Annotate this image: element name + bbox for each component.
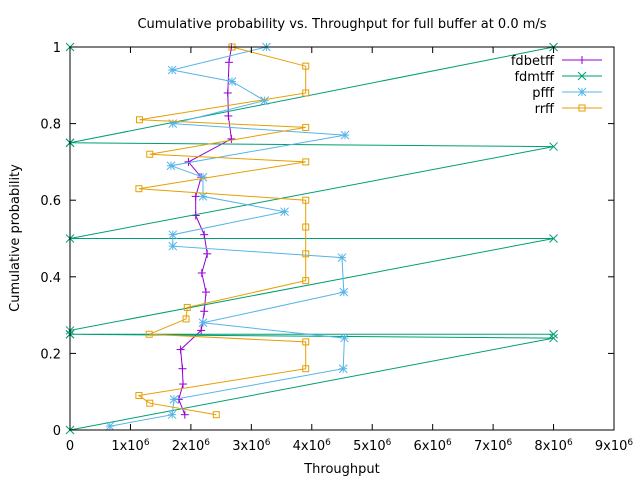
y-axis-title: Cumulative probability [8,164,23,312]
data-point-pfff [340,130,350,140]
x-tick-label: 2x106 [172,438,211,454]
data-point-fdbetff [200,230,209,239]
data-point-pfff [227,77,237,86]
data-point-rrff [212,411,220,419]
x-tick-label: 1x106 [111,438,150,454]
data-point-rrff [302,338,310,346]
data-point-fdmtff [549,333,558,343]
legend-item-fdmtff: fdmtff [514,70,602,85]
data-point-pfff [168,241,178,251]
legend-marker [577,71,587,81]
data-point-rrff [302,223,310,231]
data-point-pfff [198,318,208,328]
x-tick-label: 3x106 [232,438,271,454]
series-line-pfff [109,46,346,427]
data-point-fdmtff [549,234,558,243]
data-point-pfff [339,287,349,297]
data-point-pfff [169,395,179,404]
data-point-fdbetff [223,88,232,97]
x-tick-label: 4x106 [293,438,332,454]
x-tick-label: 6x106 [414,438,453,454]
x-tick-label: 8x106 [534,438,573,454]
data-point-rrff [135,392,143,400]
data-point-pfff [167,410,177,420]
data-point-rrff [146,150,154,158]
data-point-fdbetff [203,249,212,258]
data-point-rrff [146,399,154,407]
data-point-fdbetff [179,380,188,389]
data-point-pfff [338,364,348,374]
data-point-pfff [168,230,178,240]
data-point-fdbetff [180,410,189,419]
legend-marker [577,87,587,97]
data-point-rrff [136,116,144,124]
data-point-fdbetff [178,364,187,373]
y-tick-label: 0.8 [40,118,61,133]
data-point-fdbetff [200,307,209,316]
data-point-pfff [340,333,349,343]
data-point-fdbetff [191,192,200,201]
legend-label: fdmtff [514,70,555,85]
data-point-fdbetff [197,268,206,277]
data-point-rrff [302,196,310,204]
legend-label: rrff [535,102,555,117]
x-tick-label: 0 [66,439,74,454]
x-tick-label: 9x106 [595,438,634,454]
data-point-pfff [337,253,347,263]
data-point-fdbetff [227,134,236,143]
legend-label: pfff [532,86,554,101]
data-point-rrff [145,330,153,338]
data-point-rrff [302,250,310,258]
data-point-pfff [198,172,208,182]
data-point-fdbetff [224,58,233,67]
series-rrff [135,43,310,419]
legend-marker [578,56,586,64]
y-tick-label: 1 [53,41,61,56]
data-point-fdbetff [224,111,233,120]
x-tick-label: 7x106 [474,438,513,454]
data-point-pfff [167,65,177,75]
data-point-rrff [302,89,310,97]
legend-marker [578,104,586,112]
y-tick-label: 0 [53,424,61,439]
series-line-rrff [137,46,307,416]
data-point-pfff [260,96,269,105]
data-point-rrff [302,62,310,70]
y-tick-label: 0.6 [40,194,61,209]
data-point-rrff [183,303,191,311]
data-point-fdbetff [176,345,185,354]
data-point-rrff [182,315,190,323]
data-point-fdbetff [202,288,210,297]
data-point-rrff [302,365,310,373]
legend-label: fdbetff [511,54,555,69]
data-point-fdmtff [549,329,558,339]
plot-frame [69,46,615,431]
legend-item-rrff: rrff [535,102,602,117]
data-point-rrff [302,158,310,166]
x-axis-title: Throughput [303,462,380,477]
data-point-fdbetff [197,326,206,335]
y-tick-label: 0.2 [40,347,61,362]
legend-item-pfff: pfff [532,86,602,101]
data-point-pfff [280,207,289,217]
data-point-fdmtff [549,142,558,151]
series-fdbetff [174,43,236,419]
data-point-rrff [135,185,143,193]
data-point-rrff [302,277,310,285]
y-tick-label: 0.4 [40,271,61,286]
series-line-fdmtff [69,46,554,431]
data-point-pfff [105,421,115,431]
axis-ticks: 0 1x106 2x106 3x106 4x106 5x106 6x106 7x106 8x10… [40,41,633,454]
legend-item-fdbetff: fdbetff [511,54,602,69]
chart-title: Cumulative probability vs. Throughput fo… [137,17,546,32]
data-point-pfff [166,161,176,171]
x-tick-label: 5x106 [353,438,392,454]
data-point-rrff [302,123,310,131]
